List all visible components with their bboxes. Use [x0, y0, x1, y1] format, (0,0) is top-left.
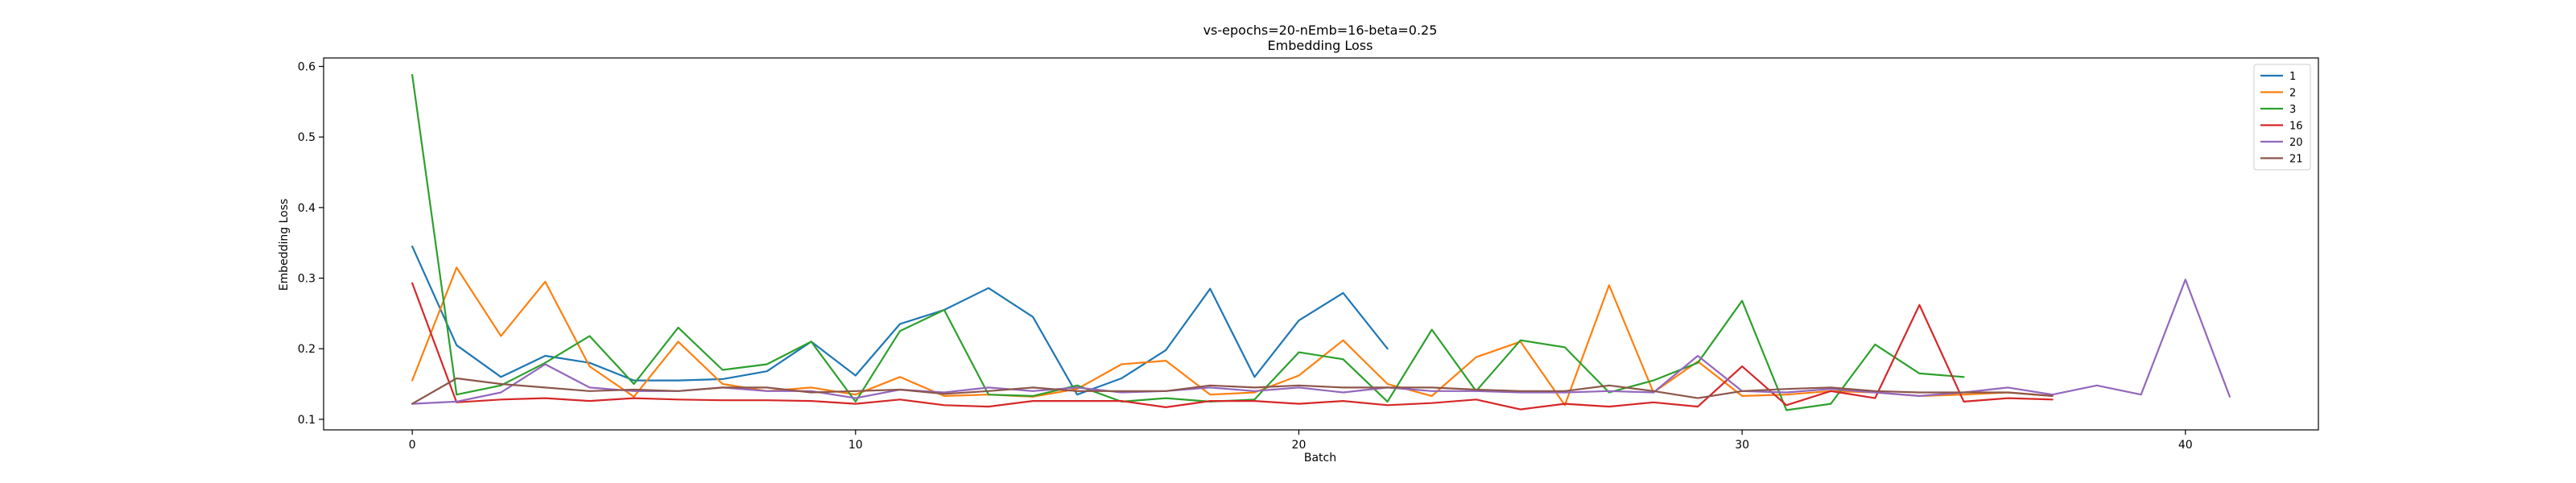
- plot-area: [411, 73, 2231, 411]
- series-line-21: [411, 377, 2054, 405]
- chart-title: vs-epochs=20-nEmb=16-beta=0.25: [1203, 23, 1438, 38]
- series-line-2: [411, 266, 2054, 407]
- x-tick-label: 30: [1735, 439, 1749, 452]
- legend: 1 2 3 16 20 21: [2253, 64, 2311, 171]
- y-tick-label: 0.1: [298, 414, 316, 427]
- legend-label-16: 16: [2289, 121, 2303, 133]
- series-line-1: [411, 246, 1389, 396]
- x-tick-label: 10: [848, 439, 863, 452]
- legend-label-2: 2: [2289, 88, 2296, 100]
- series-line-16: [411, 282, 2054, 411]
- x-tick-label: 40: [2178, 439, 2193, 452]
- plot-frame: [323, 57, 2319, 431]
- legend-label-21: 21: [2289, 154, 2303, 166]
- legend-label-1: 1: [2289, 71, 2296, 83]
- series-line-3: [411, 73, 1965, 411]
- x-tick-label: 0: [409, 439, 416, 452]
- x-axis-label: Batch: [1304, 452, 1336, 464]
- axes: 0 10 20 30 40 0.1 0.2 0.3 0.4 0.5 0.6: [298, 57, 2319, 452]
- y-tick-label: 0.5: [298, 131, 316, 144]
- y-axis-label: Embedding Loss: [278, 199, 291, 291]
- legend-label-3: 3: [2289, 104, 2296, 116]
- chart-subtitle: Embedding Loss: [1268, 38, 1373, 53]
- legend-label-20: 20: [2289, 137, 2303, 149]
- y-tick-label: 0.4: [298, 202, 316, 215]
- legend-box: [2253, 64, 2311, 171]
- x-tick-label: 20: [1292, 439, 1307, 452]
- y-tick-label: 0.3: [298, 273, 316, 286]
- y-tick-label: 0.2: [298, 343, 316, 356]
- y-tick-label: 0.6: [298, 61, 316, 74]
